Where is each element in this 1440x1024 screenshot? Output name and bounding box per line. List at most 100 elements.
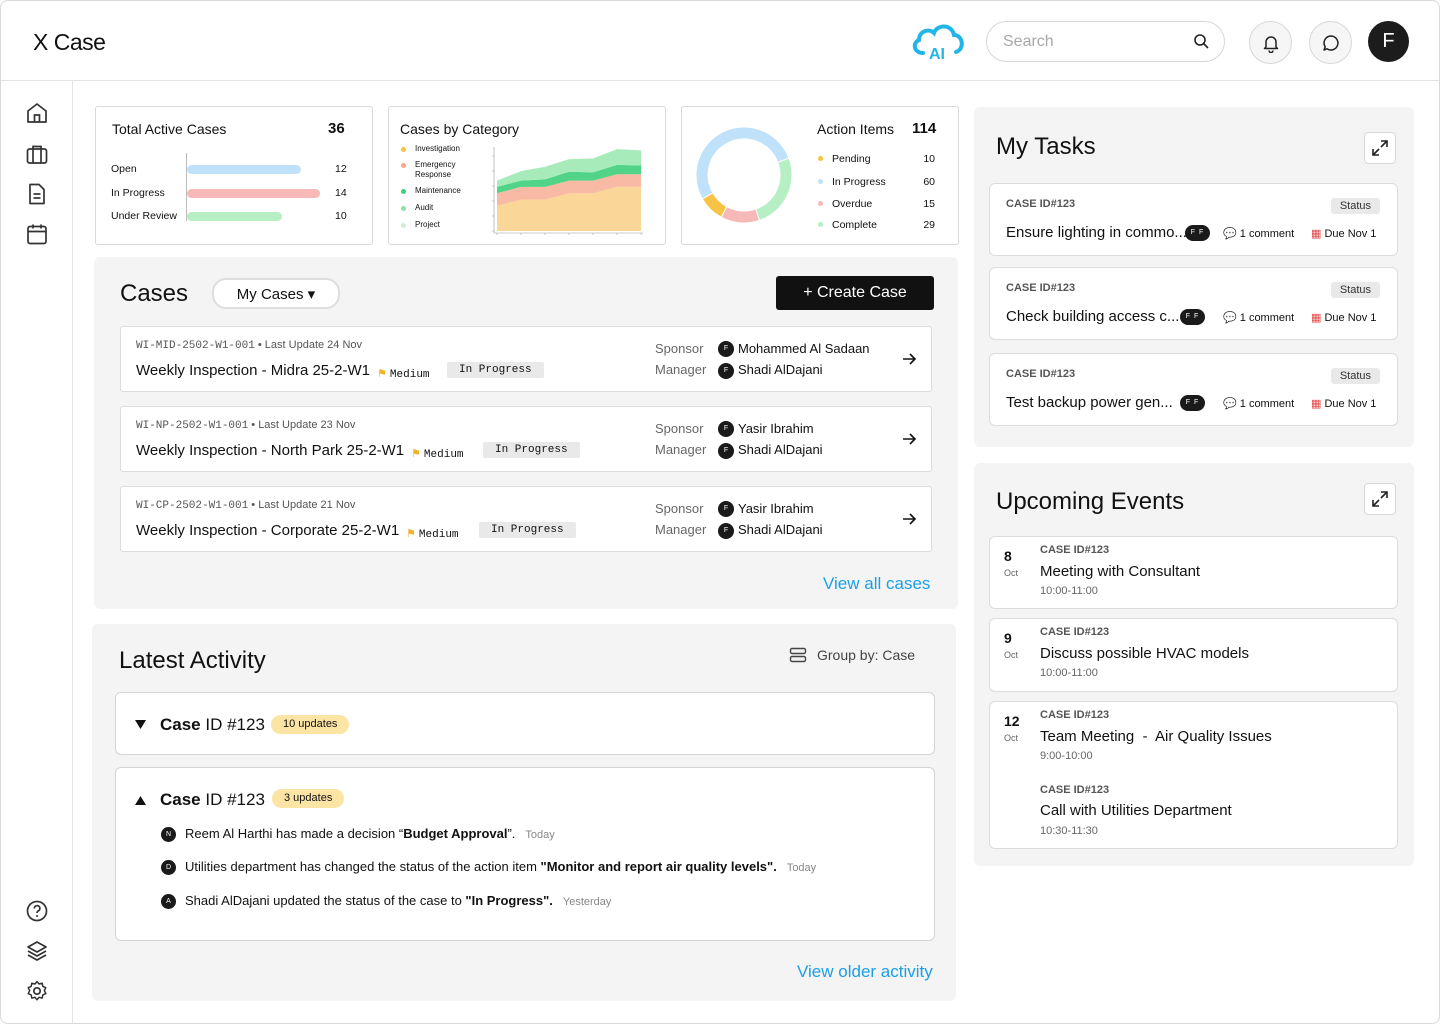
event-card[interactable]: 12 Oct CASE ID#123 Team Meeting - Air Quali… bbox=[989, 701, 1398, 849]
messages-button[interactable] bbox=[1309, 21, 1352, 64]
due-label: Due Nov 1 bbox=[1324, 398, 1377, 410]
expand-events-button[interactable] bbox=[1364, 483, 1396, 515]
event-title: Team Meeting - Air Quality Issues bbox=[1040, 728, 1272, 745]
activity-group-collapsed[interactable]: Case ID #123 10 updates bbox=[115, 692, 935, 755]
task-title[interactable]: Ensure lighting in commo... bbox=[1006, 224, 1187, 241]
arrow-right-icon[interactable] bbox=[901, 511, 917, 527]
assignee-avatars: F F bbox=[1185, 225, 1210, 241]
task-title[interactable]: Check building access c... bbox=[1006, 308, 1180, 325]
legend-swatch bbox=[401, 206, 406, 211]
ai-assistant-icon[interactable]: AI bbox=[909, 21, 967, 66]
bar-value: 10 bbox=[335, 210, 347, 222]
settings-gear-icon[interactable] bbox=[25, 979, 49, 1003]
caret-down-icon[interactable] bbox=[134, 719, 147, 730]
manager-name: Shadi AlDajani bbox=[738, 362, 823, 377]
task-case-id: CASE ID#123 bbox=[1006, 198, 1076, 210]
task-comments[interactable]: 💬 1 comment bbox=[1223, 227, 1294, 240]
event-title: Discuss possible HVAC models bbox=[1040, 645, 1249, 662]
avatar: F bbox=[718, 523, 734, 539]
case-row[interactable]: WI-NP-2502-W1-001 • Last Update 23 Nov We… bbox=[120, 406, 932, 472]
search-placeholder: Search bbox=[1003, 33, 1054, 50]
create-case-button[interactable]: + Create Case bbox=[776, 276, 934, 310]
status-badge: In Progress bbox=[479, 522, 576, 538]
user-avatar[interactable]: F bbox=[1368, 21, 1409, 62]
expand-tasks-button[interactable] bbox=[1364, 132, 1396, 164]
priority: ⚑ Medium bbox=[377, 364, 430, 382]
case-title[interactable]: Weekly Inspection - Corporate 25-2-W1 bbox=[136, 522, 400, 539]
comment-icon: 💬 bbox=[1223, 312, 1240, 324]
action-items-card: Action Items 114 Pending 10 In Progress 60 O… bbox=[681, 106, 959, 245]
calendar-icon[interactable] bbox=[25, 222, 49, 246]
my-cases-dropdown[interactable]: My Cases ▾ bbox=[212, 278, 340, 309]
legend-swatch bbox=[401, 223, 406, 228]
activity-text: Shadi AlDajani updated the status of the… bbox=[185, 893, 611, 908]
calendar-icon: ▦ bbox=[1311, 398, 1325, 410]
view-all-cases-link[interactable]: View all cases bbox=[823, 574, 931, 593]
manager-name: Shadi AlDajani bbox=[738, 442, 823, 457]
bar-value: 14 bbox=[335, 187, 347, 199]
caret-up-icon[interactable] bbox=[134, 795, 147, 806]
case-title[interactable]: Weekly Inspection - Midra 25-2-W1 bbox=[136, 362, 370, 379]
event-card[interactable]: 8 Oct CASE ID#123 Meeting with Consultant 10… bbox=[989, 536, 1398, 609]
task-card[interactable]: CASE ID#123 Status Check building access c… bbox=[989, 267, 1398, 340]
comment-count: 1 comment bbox=[1239, 228, 1295, 240]
updates-badge: 3 updates bbox=[272, 789, 345, 808]
activity-title: Latest Activity bbox=[119, 647, 266, 674]
task-due-date: ▦ Due Nov 1 bbox=[1311, 227, 1376, 240]
view-older-activity-link[interactable]: View older activity bbox=[797, 962, 933, 981]
priority-label: Medium bbox=[418, 529, 459, 541]
activity-group-expanded[interactable]: Case ID #123 3 updates N Reem Al Harthi h… bbox=[115, 767, 935, 941]
event-time: 10:00-11:00 bbox=[1040, 585, 1098, 597]
total-active-title: Total Active Cases bbox=[112, 121, 227, 137]
actor-avatar: A bbox=[161, 894, 176, 909]
top-header: X Case AI Search F bbox=[1, 1, 1439, 81]
event-case-id: CASE ID#123 bbox=[1040, 784, 1110, 796]
sidebar bbox=[1, 81, 73, 1023]
bar-axis bbox=[186, 153, 187, 221]
avatar: F bbox=[718, 501, 734, 517]
arrow-right-icon[interactable] bbox=[901, 351, 917, 367]
activity-pre: Reem Al Harthi has made a decision “ bbox=[185, 826, 404, 841]
search-input[interactable]: Search bbox=[986, 21, 1225, 62]
action-items-title: Action Items bbox=[817, 121, 895, 137]
status-badge: In Progress bbox=[483, 442, 580, 458]
donut-slice-pending bbox=[701, 192, 728, 218]
cases-title: Cases bbox=[120, 280, 189, 307]
actor-avatar: D bbox=[161, 860, 176, 875]
legend-swatch bbox=[401, 163, 406, 168]
cases-by-category-card: Cases by Category Investigation Emergency… bbox=[388, 106, 666, 245]
layers-icon[interactable] bbox=[25, 939, 49, 963]
action-status-label: Pending bbox=[832, 153, 871, 165]
document-icon[interactable] bbox=[25, 182, 49, 206]
bar-mark bbox=[187, 165, 301, 174]
legend-swatch bbox=[401, 147, 406, 152]
app-logo[interactable]: X Case bbox=[33, 29, 106, 55]
group-by-icon[interactable] bbox=[789, 647, 807, 663]
task-comments[interactable]: 💬 1 comment bbox=[1223, 311, 1294, 324]
case-row[interactable]: WI-MID-2502-W1-001 • Last Update 24 Nov W… bbox=[120, 326, 932, 392]
event-card[interactable]: 9 Oct CASE ID#123 Discuss possible HVAC mod… bbox=[989, 618, 1398, 692]
task-card[interactable]: CASE ID#123 Status Test backup power gen..… bbox=[989, 353, 1398, 426]
task-status-badge: Status bbox=[1330, 368, 1380, 384]
event-day: 12 bbox=[1004, 713, 1020, 729]
expand-icon bbox=[1372, 140, 1388, 156]
task-title[interactable]: Test backup power gen... bbox=[1006, 394, 1173, 411]
event-time: 10:00-11:00 bbox=[1040, 667, 1098, 679]
legend-label: Emergency Response bbox=[415, 160, 456, 179]
help-icon[interactable] bbox=[25, 899, 49, 923]
notifications-button[interactable] bbox=[1249, 21, 1292, 64]
case-row[interactable]: WI-CP-2502-W1-001 • Last Update 21 Nov We… bbox=[120, 486, 932, 552]
action-status-value: 29 bbox=[923, 219, 935, 231]
activity-group-title: Case ID #123 bbox=[160, 790, 265, 809]
case-id-line: WI-MID-2502-W1-001 • Last Update 24 Nov bbox=[136, 339, 362, 352]
home-icon[interactable] bbox=[25, 101, 49, 125]
case-title[interactable]: Weekly Inspection - North Park 25-2-W1 bbox=[136, 442, 405, 459]
chat-icon bbox=[1322, 34, 1339, 51]
legend-swatch bbox=[818, 222, 823, 227]
arrow-right-icon[interactable] bbox=[901, 431, 917, 447]
manager-label: Manager bbox=[655, 362, 707, 377]
task-comments[interactable]: 💬 1 comment bbox=[1223, 397, 1294, 410]
task-card[interactable]: CASE ID#123 Status Ensure lighting in comm… bbox=[989, 183, 1398, 256]
group-by-label[interactable]: Group by: Case bbox=[817, 647, 916, 663]
briefcase-icon[interactable] bbox=[25, 142, 49, 166]
